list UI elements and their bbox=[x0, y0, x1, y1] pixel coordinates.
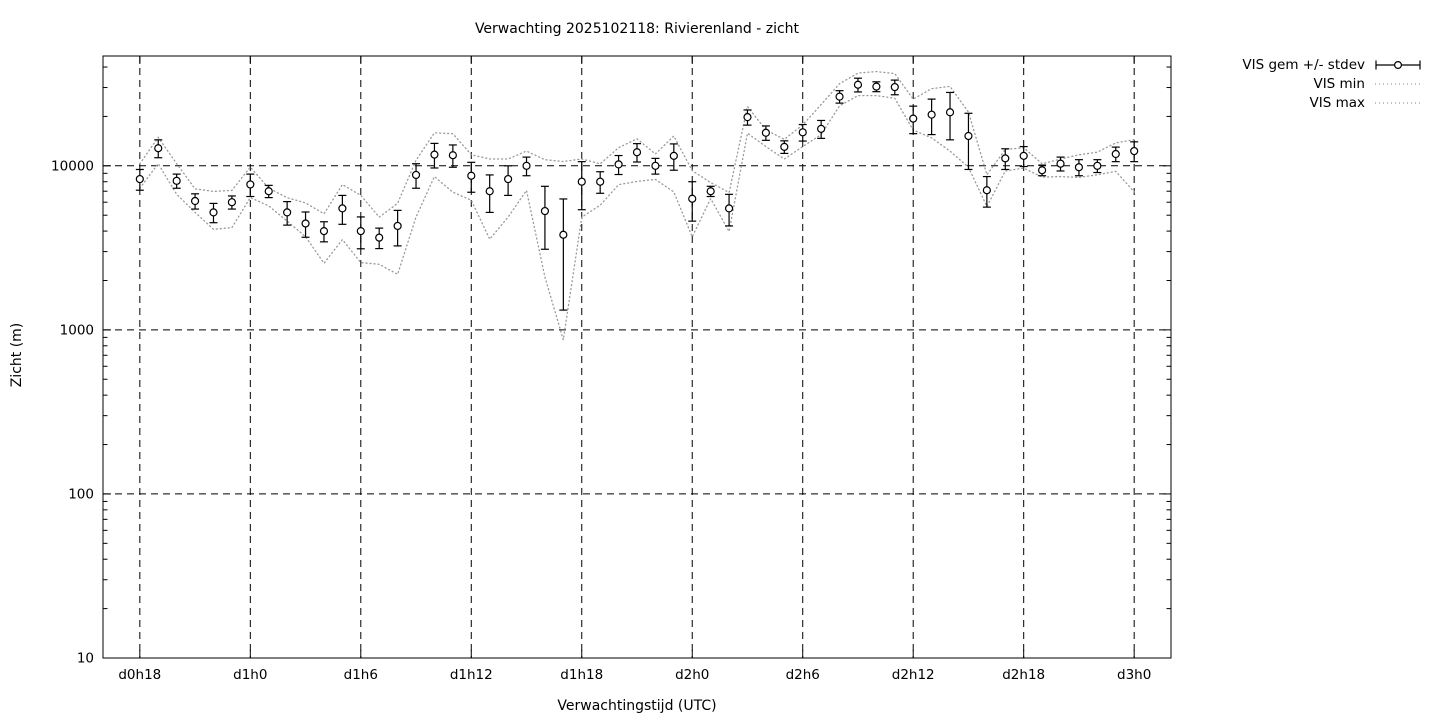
svg-text:10000: 10000 bbox=[51, 158, 94, 174]
svg-text:d2h18: d2h18 bbox=[1002, 667, 1045, 683]
svg-text:d1h18: d1h18 bbox=[560, 667, 603, 683]
svg-text:100: 100 bbox=[68, 486, 94, 502]
legend-label-min: VIS min bbox=[1313, 75, 1365, 92]
dotted-line-sample-icon bbox=[1375, 101, 1421, 104]
svg-text:d1h0: d1h0 bbox=[233, 667, 267, 683]
svg-text:1000: 1000 bbox=[60, 322, 94, 338]
svg-text:d1h12: d1h12 bbox=[450, 667, 493, 683]
legend-row-max: VIS max bbox=[1210, 93, 1422, 112]
legend-row-mean: VIS gem +/- stdev bbox=[1210, 55, 1422, 74]
svg-text:d2h6: d2h6 bbox=[786, 667, 820, 683]
svg-text:10: 10 bbox=[77, 651, 94, 667]
chart-title: Verwachting 2025102118: Rivierenland - z… bbox=[474, 21, 800, 37]
svg-text:d1h6: d1h6 bbox=[344, 667, 378, 683]
errorbar-sample-icon bbox=[1375, 60, 1421, 69]
legend: VIS gem +/- stdev VIS min VIS max bbox=[1210, 55, 1422, 112]
svg-text:d2h0: d2h0 bbox=[675, 667, 709, 683]
legend-row-min: VIS min bbox=[1210, 74, 1422, 93]
dotted-line-sample-icon bbox=[1375, 82, 1421, 85]
svg-text:d2h12: d2h12 bbox=[892, 667, 935, 683]
x-axis-label: Verwachtingstijd (UTC) bbox=[557, 698, 717, 714]
legend-label-max: VIS max bbox=[1309, 94, 1366, 111]
svg-text:d0h18: d0h18 bbox=[118, 667, 161, 683]
svg-text:d3h0: d3h0 bbox=[1117, 667, 1151, 683]
legend-label-mean: VIS gem +/- stdev bbox=[1242, 56, 1365, 73]
